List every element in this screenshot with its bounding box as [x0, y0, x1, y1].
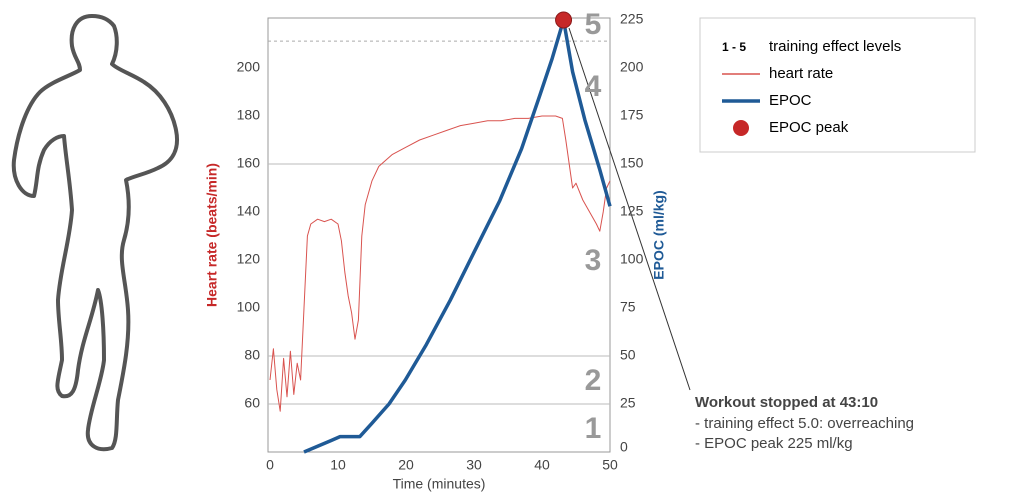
x-tick-label: 40 — [534, 457, 550, 473]
legend-label: heart rate — [769, 65, 833, 82]
y-tick-label: 80 — [244, 347, 260, 363]
legend-levels-symbol: 1 - 5 — [722, 40, 746, 54]
y2-tick-label: 25 — [620, 395, 636, 411]
legend-label: EPOC peak — [769, 119, 849, 136]
series-line — [269, 115, 611, 412]
level-number: 3 — [585, 244, 602, 277]
legend-label: EPOC — [769, 92, 812, 109]
runner-silhouette — [11, 14, 179, 452]
legend-label: training effect levels — [769, 38, 901, 55]
y-tick-label: 100 — [237, 299, 261, 315]
y2-tick-label: 100 — [620, 251, 644, 267]
x-tick-label: 50 — [602, 457, 618, 473]
y2-tick-label: 0 — [620, 439, 628, 455]
y-tick-label: 140 — [237, 203, 261, 219]
y2-tick-label: 175 — [620, 107, 644, 123]
plot-frame — [267, 17, 611, 453]
level-number: 2 — [585, 364, 602, 397]
x-tick-label: 20 — [398, 457, 414, 473]
annotation-leader — [568, 27, 691, 391]
y-axis-label: Heart rate (beats/min) — [204, 163, 220, 307]
level-number: 1 — [585, 412, 602, 445]
x-axis-label: Time (minutes) — [393, 476, 486, 492]
legend-swatch — [733, 120, 749, 136]
annotation-line: - training effect 5.0: overreaching — [695, 415, 914, 432]
y2-tick-label: 225 — [620, 11, 644, 27]
y2-tick-label: 75 — [620, 299, 636, 315]
annotation-title: Workout stopped at 43:10 — [695, 394, 878, 411]
annotation-line: - EPOC peak 225 ml/kg — [695, 435, 853, 452]
y2-tick-label: 125 — [620, 203, 644, 219]
y2-tick-label: 150 — [620, 155, 644, 171]
level-number: 5 — [585, 8, 602, 41]
y-tick-label: 120 — [237, 251, 261, 267]
x-tick-label: 30 — [466, 457, 482, 473]
x-tick-label: 0 — [266, 457, 274, 473]
y-tick-label: 60 — [244, 395, 260, 411]
peak-marker — [555, 11, 573, 29]
y-tick-label: 180 — [237, 107, 261, 123]
x-tick-label: 10 — [330, 457, 346, 473]
y2-tick-label: 50 — [620, 347, 636, 363]
series-line — [303, 18, 612, 454]
y2-axis-label: EPOC (ml/kg) — [651, 190, 667, 279]
y-tick-label: 200 — [237, 59, 261, 75]
y-tick-label: 160 — [237, 155, 261, 171]
y2-tick-label: 200 — [620, 59, 644, 75]
level-number: 4 — [585, 70, 602, 103]
